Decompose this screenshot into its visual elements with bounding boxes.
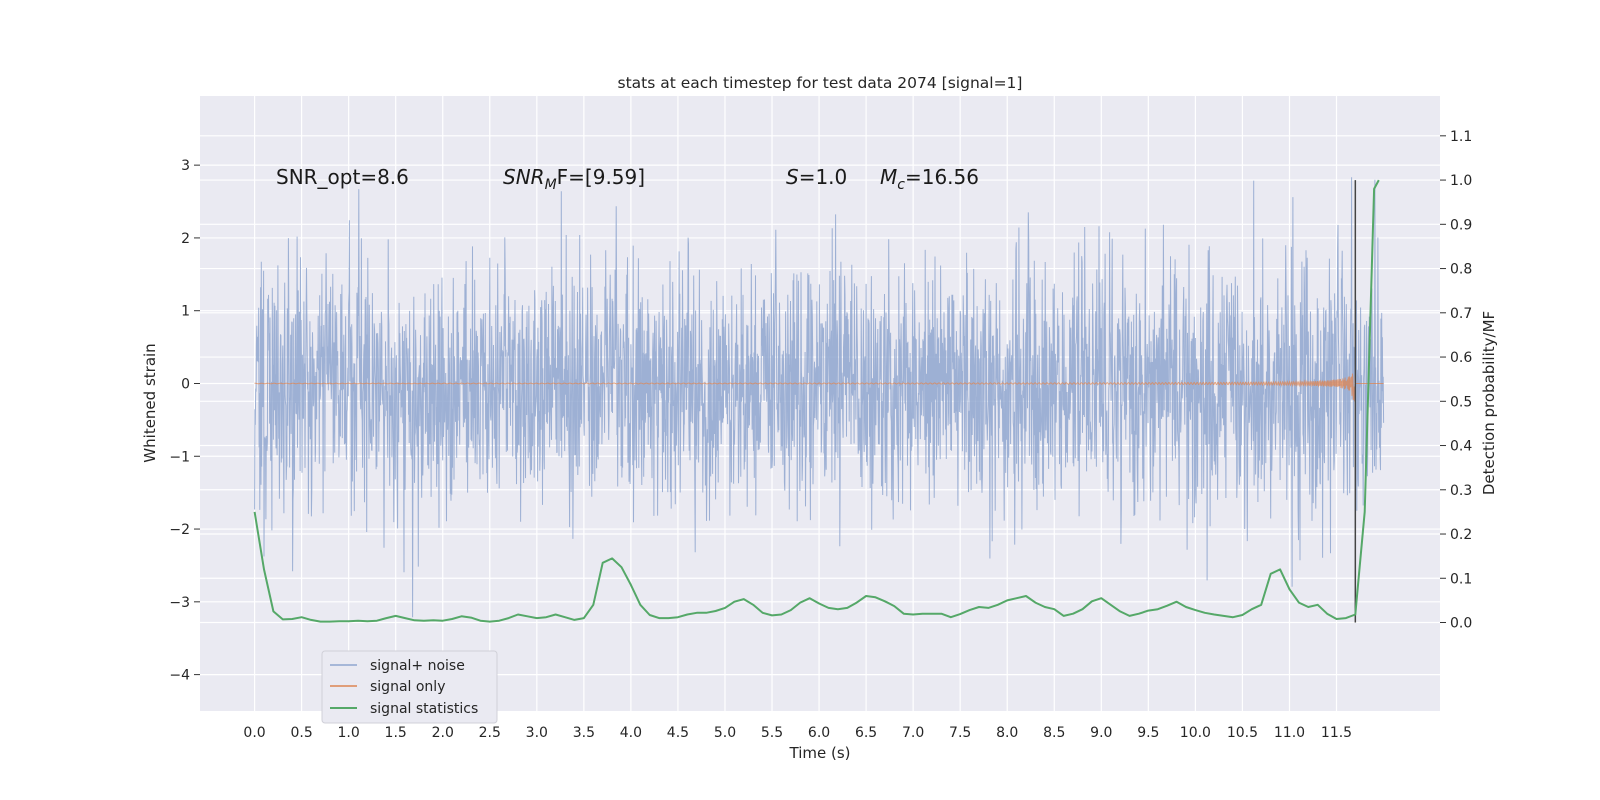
x-tick-label-4: 2.0 (432, 725, 454, 741)
y-tick-left-label-6: −3 (169, 595, 190, 611)
annotation-mc-sub: c (897, 177, 905, 193)
annotation-snr-mf-snr: SNR (503, 165, 545, 189)
y-tick-right-label-3: 0.8 (1450, 262, 1472, 278)
series-signal-noise (254, 177, 1385, 618)
x-tick-label-7: 3.5 (573, 725, 595, 741)
series-signal-only (254, 373, 1384, 402)
x-tick-label-17: 8.5 (1043, 725, 1065, 741)
y-tick-left-label-0: 3 (181, 158, 190, 174)
x-tick-label-0: 0.0 (243, 725, 265, 741)
x-tick-label-23: 11.5 (1321, 725, 1352, 741)
x-tick-label-2: 1.0 (338, 725, 360, 741)
series-signal-statistics (253, 179, 1380, 623)
x-tick-label-11: 5.5 (761, 725, 783, 741)
x-tick-label-19: 9.5 (1137, 725, 1159, 741)
series-line-signal-only (254, 373, 1384, 402)
x-tick-label-14: 7.0 (902, 725, 924, 741)
x-tick-label-22: 11.0 (1274, 725, 1305, 741)
annotation-snr-mf-value: F=[9.59] (557, 165, 645, 189)
x-tick-label-6: 3.0 (526, 725, 548, 741)
annotation-s-value: =1.0 (799, 165, 848, 189)
x-tick-label-9: 4.5 (667, 725, 689, 741)
y-axis-right-label: Detection probability/MF (1480, 311, 1498, 495)
y-tick-left-label-2: 1 (181, 304, 190, 320)
y-tick-right-label-7: 0.4 (1450, 439, 1472, 455)
y-tick-left-label-1: 2 (181, 231, 190, 247)
legend-label-signal-statistics: signal statistics (370, 701, 478, 717)
annotation-snr-opt: SNR_opt=8.6 (276, 165, 409, 189)
x-tick-label-3: 1.5 (385, 725, 407, 741)
series-line-signal-noise (254, 177, 1385, 618)
y-axis-left-label: Whitened strain (141, 343, 159, 462)
legend-box (321, 650, 498, 724)
x-tick-label-1: 0.5 (290, 725, 312, 741)
x-tick-label-5: 2.5 (479, 725, 501, 741)
x-tick-label-13: 6.5 (855, 725, 877, 741)
annotation-mc-value: =16.56 (905, 165, 979, 189)
annotation-mc-symbol: M (880, 165, 897, 189)
y-axis-left-ticks: 3 2 1 0 −1 −2 −3 −4 (169, 158, 200, 684)
x-tick-label-21: 10.5 (1227, 725, 1258, 741)
series-line-signal-statistics (253, 179, 1380, 623)
legend-label-signal-only: signal only (370, 679, 445, 695)
y-axis-right-ticks: 1.1 1.0 0.9 0.8 0.7 0.6 0.5 0.4 0.3 0.2 0.1 0.0 (1440, 129, 1472, 632)
legend-label-signal-noise: signal+ noise (370, 658, 465, 674)
annotation-s: S=1.0 (786, 165, 847, 189)
legend: signal+ noise signal only signal statist… (321, 650, 498, 724)
x-axis-label: Time (s) (789, 744, 851, 762)
annotation-mc: Mc=16.56 (880, 165, 979, 193)
x-tick-label-16: 8.0 (996, 725, 1018, 741)
y-tick-right-label-4: 0.7 (1450, 306, 1472, 322)
y-tick-right-label-10: 0.1 (1450, 571, 1472, 587)
y-tick-left-label-7: −4 (169, 668, 190, 684)
y-tick-right-label-8: 0.3 (1450, 483, 1472, 499)
y-tick-right-label-5: 0.6 (1450, 350, 1472, 366)
y-tick-right-label-1: 1.0 (1450, 173, 1472, 189)
x-tick-label-20: 10.0 (1180, 725, 1211, 741)
chart-title: stats at each timestep for test data 207… (618, 74, 1023, 92)
y-tick-left-label-4: −1 (169, 449, 190, 465)
x-tick-label-18: 9.0 (1090, 725, 1112, 741)
x-tick-label-8: 4.0 (620, 725, 642, 741)
y-tick-right-label-6: 0.5 (1450, 394, 1472, 410)
y-tick-right-label-9: 0.2 (1450, 527, 1472, 543)
x-tick-label-12: 6.0 (808, 725, 830, 741)
x-tick-label-10: 5.0 (714, 725, 736, 741)
y-tick-left-label-5: −2 (169, 522, 190, 538)
x-axis-ticks: 0.0 0.5 1.0 1.5 2.0 2.5 3.0 3.5 4.0 4.5 5.0 5.5 6.0 6… (243, 725, 1352, 741)
y-tick-right-label-2: 0.9 (1450, 217, 1472, 233)
y-tick-right-label-0: 1.1 (1450, 129, 1472, 145)
annotation-snr-mf: SNRMF=[9.59] (503, 165, 645, 193)
x-tick-label-15: 7.5 (949, 725, 971, 741)
annotations: SNR_opt=8.6 SNRMF=[9.59] S=1.0 Mc=16.56 (276, 165, 979, 193)
y-tick-left-label-3: 0 (181, 376, 190, 392)
y-tick-right-label-11: 0.0 (1450, 616, 1472, 632)
annotation-s-symbol: S (786, 165, 799, 189)
annotation-snr-mf-sub: M (545, 177, 557, 193)
